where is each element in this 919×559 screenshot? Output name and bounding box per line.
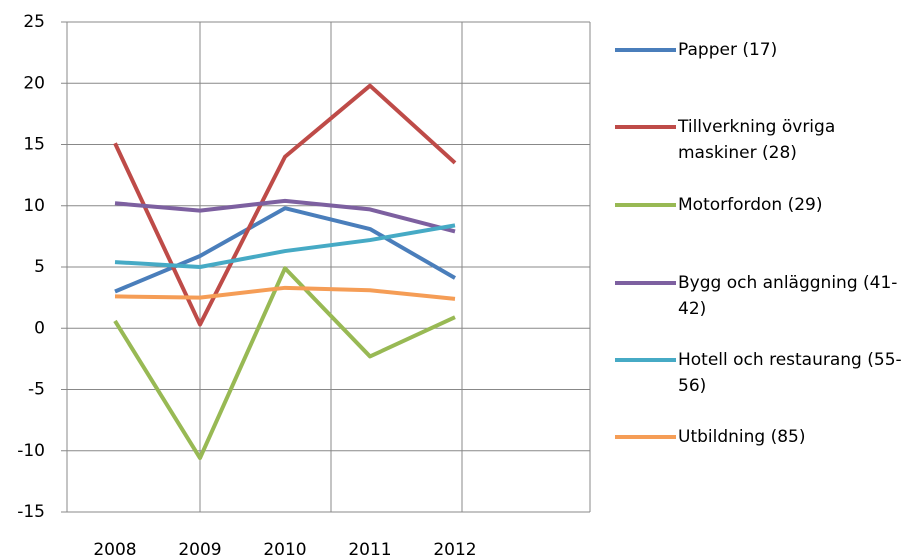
legend-label: Tillverkning övriga maskiner (28) [678,117,836,163]
y-tick-label: 10 [23,196,45,216]
legend-label: Papper (17) [678,40,778,60]
x-tick-label: 2008 [93,540,136,559]
y-tick-label: -5 [28,380,45,400]
y-tick-label: 15 [23,135,45,155]
legend-label: Hotell och restaurang (55-56) [678,350,902,396]
y-tick-label: 0 [34,318,45,338]
line [113,266,456,461]
legend-label: Utbildning (85) [678,427,806,447]
x-tick-label: 2011 [348,540,391,559]
legend-label: Motorfordon (29) [678,195,823,215]
x-tick-label: 2009 [178,540,221,559]
x-tick-label: 2012 [433,540,476,559]
y-tick-label: 5 [34,257,45,277]
y-tick-label: 20 [23,73,45,93]
line [114,223,456,269]
y-tick-label: -10 [17,441,45,461]
y-tick-label: 25 [23,12,45,32]
y-tick-label: -15 [17,502,45,522]
x-tick-label: 2010 [263,540,306,559]
legend-label: Bygg och anläggning (41-42) [678,273,898,319]
line [114,285,456,301]
line [114,198,456,234]
